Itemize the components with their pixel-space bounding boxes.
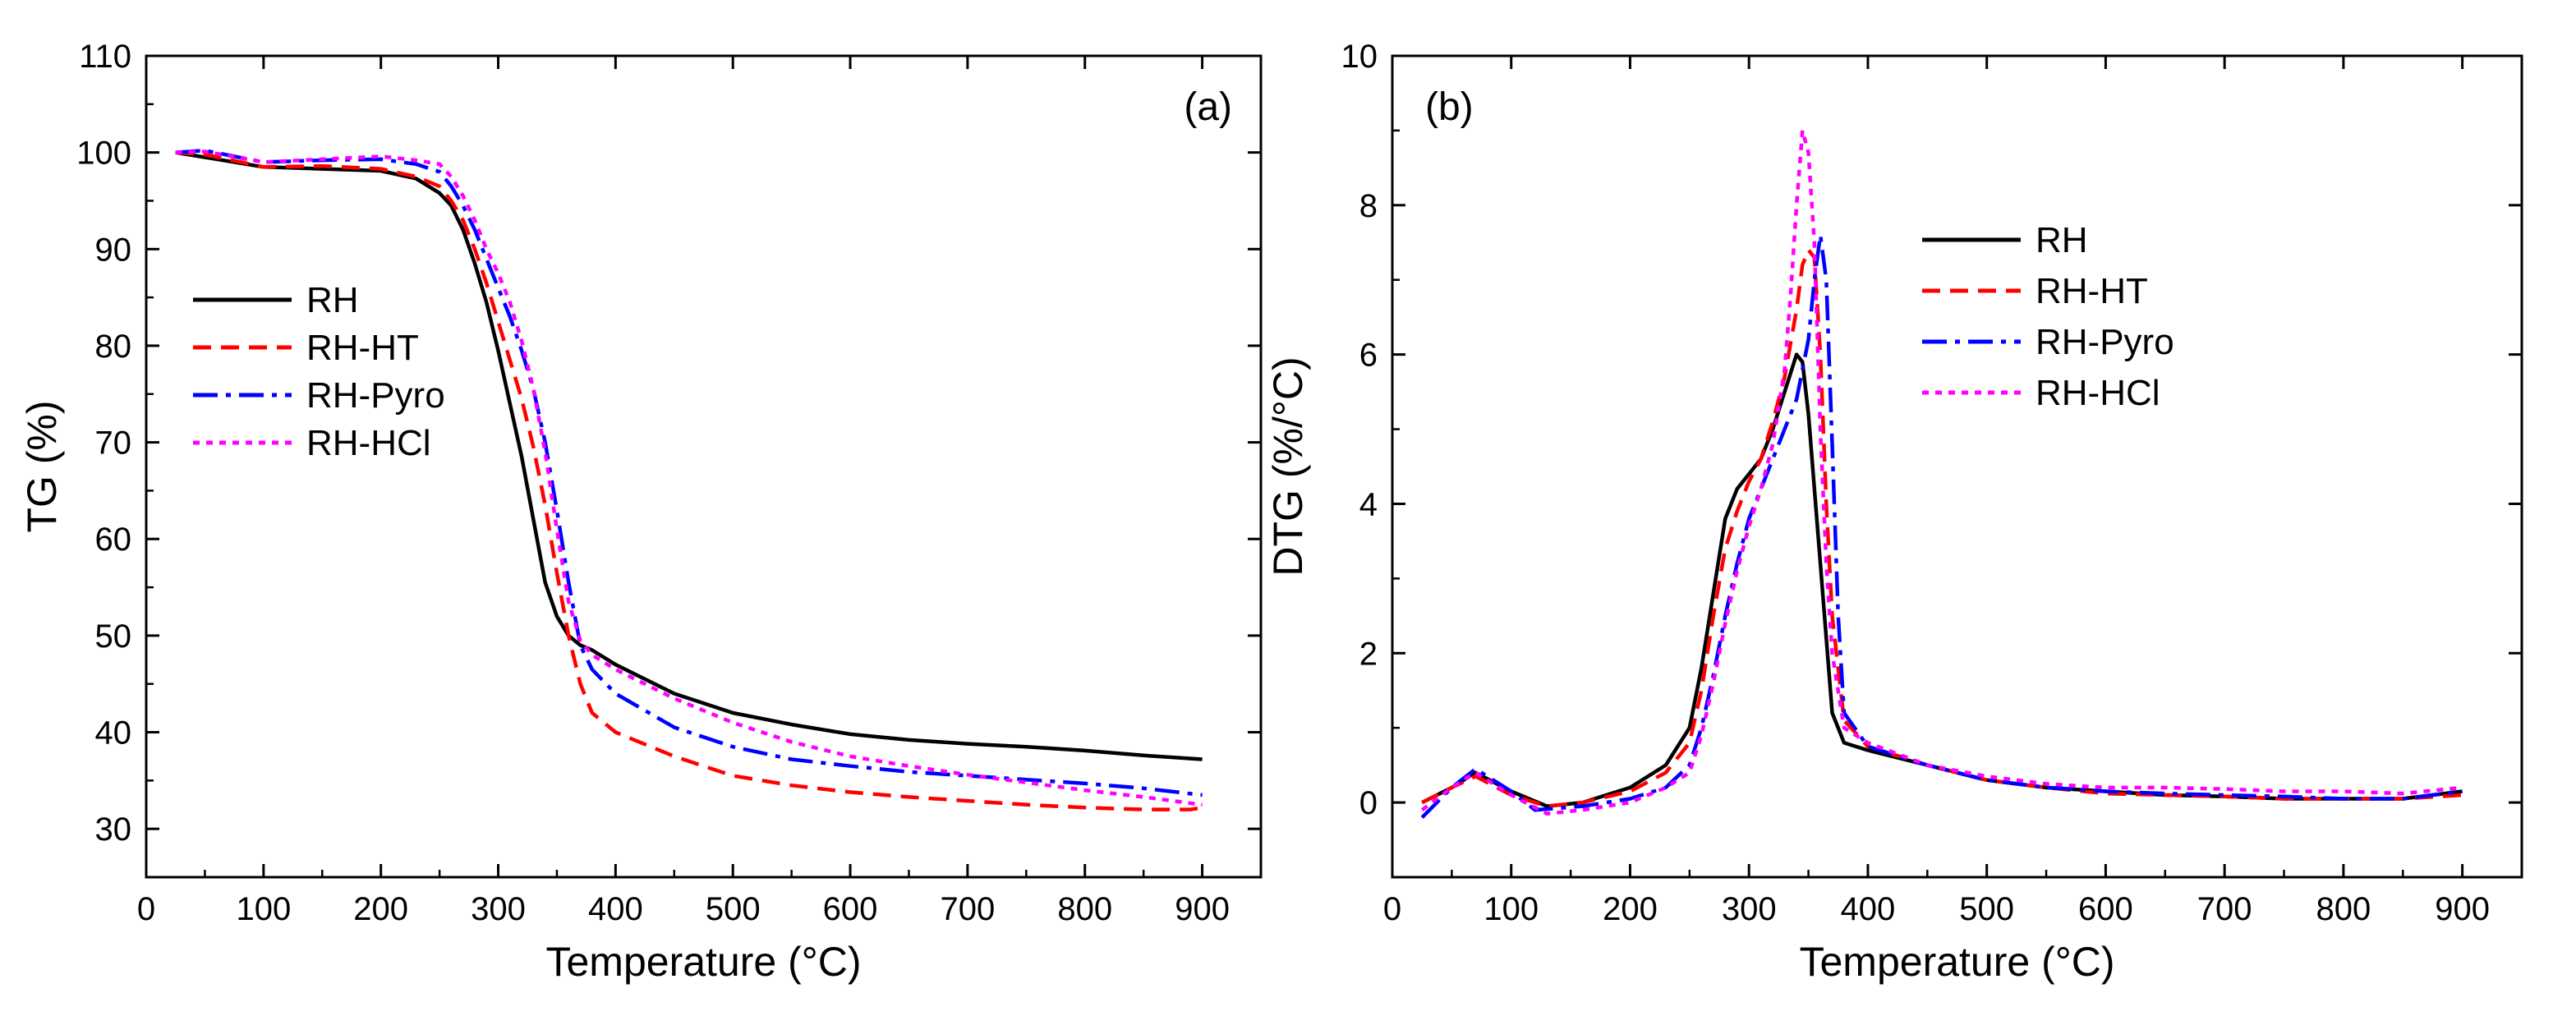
y-tick-label: 110	[79, 39, 131, 75]
y-axis-label: TG (%)	[19, 400, 65, 532]
y-tick-label: 90	[95, 232, 132, 268]
plot-frame	[1391, 54, 2523, 879]
legend-label: RH-Pyro	[2036, 322, 2174, 362]
series-line-rh	[175, 150, 1203, 761]
x-tick-label: 400	[1841, 891, 1896, 927]
x-tick-label: 600	[2078, 891, 2133, 927]
y-tick-label: 80	[95, 329, 132, 365]
x-tick-label: 500	[706, 891, 761, 927]
y-tick-label: 6	[1359, 338, 1378, 374]
x-tick-label: 300	[1722, 891, 1777, 927]
series-line-rh	[1421, 352, 2463, 808]
y-tick-label: 50	[95, 618, 132, 655]
x-tick-label: 800	[1057, 891, 1112, 927]
x-tick-label: 200	[353, 891, 408, 927]
y-tick-label: 70	[95, 425, 132, 462]
series-line-rh-hcl	[175, 149, 1203, 807]
series-line-rh-pyro	[1420, 232, 2463, 819]
x-tick-label: 900	[2435, 891, 2490, 927]
series-line-rh-ht	[1421, 248, 2463, 808]
x-tick-label: 800	[2316, 891, 2371, 927]
y-tick-label: 8	[1359, 188, 1378, 224]
x-axis-label: Temperature (°C)	[546, 939, 862, 985]
x-tick-label: 100	[236, 891, 291, 927]
y-tick-label: 30	[95, 811, 132, 848]
tg-chart-panel: 0 100 200 300 400 500 600 700 800 900 30 40 50 60 70 80…	[19, 39, 1263, 985]
series-line-rh-ht	[175, 150, 1203, 811]
dtg-chart-panel: 0 100 200 300 400 500 600 700 800 900 0 2 4 6 8 10 Tempe…	[1265, 39, 2523, 985]
y-tick-label: 40	[95, 715, 132, 752]
legend-label: RH-HCl	[306, 423, 431, 463]
legend-label: RH-Pyro	[306, 375, 445, 416]
y-tick-label: 2	[1359, 636, 1378, 672]
legend-label: RH	[2036, 220, 2088, 260]
legend: RH RH-HT RH-Pyro RH-HCl	[1922, 220, 2174, 413]
legend-label: RH-HT	[2036, 271, 2148, 311]
x-tick-label: 0	[1383, 891, 1401, 927]
legend-label: RH-HT	[306, 328, 419, 368]
legend-label: RH	[306, 280, 359, 320]
x-tick-label: 100	[1484, 891, 1539, 927]
x-tick-label: 200	[1603, 891, 1658, 927]
panel-label: (b)	[1425, 85, 1474, 129]
y-tick-label: 60	[95, 522, 132, 558]
x-tick-label: 300	[471, 891, 526, 927]
x-tick-label: 700	[2197, 891, 2252, 927]
y-axis-label: DTG (%/°C)	[1265, 356, 1311, 576]
x-tick-label: 400	[588, 891, 643, 927]
legend: RH RH-HT RH-Pyro RH-HCl	[193, 280, 445, 463]
x-tick-label: 700	[941, 891, 996, 927]
y-tick-label: 100	[76, 136, 131, 172]
y-tick-label: 0	[1359, 785, 1378, 821]
x-axis-label: Temperature (°C)	[1800, 939, 2115, 985]
legend-label: RH-HCl	[2036, 373, 2160, 413]
series-line-rh-hcl	[1420, 128, 2463, 816]
panel-label: (a)	[1184, 85, 1232, 129]
y-tick-label: 4	[1359, 486, 1378, 522]
x-tick-label: 0	[137, 891, 155, 927]
plot-frame	[145, 54, 1263, 879]
y-tick-label: 10	[1341, 39, 1378, 75]
x-tick-label: 500	[1959, 891, 2014, 927]
x-tick-label: 900	[1175, 891, 1230, 927]
x-tick-label: 600	[823, 891, 878, 927]
